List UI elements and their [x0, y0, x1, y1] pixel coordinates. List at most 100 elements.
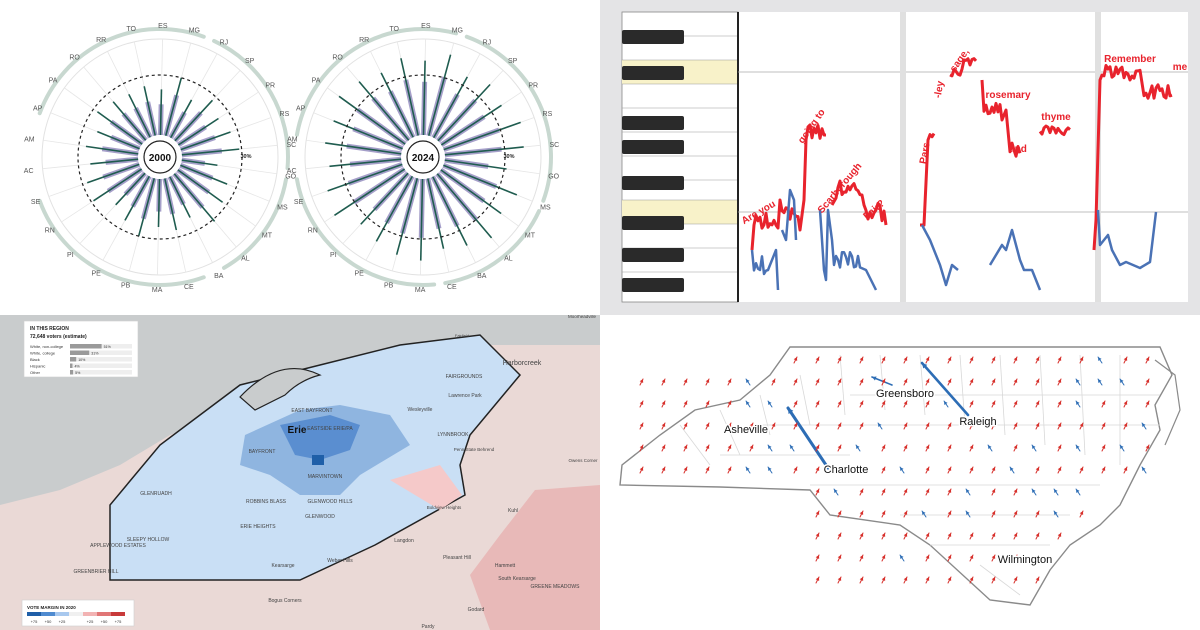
place-label: Weber Hills — [327, 558, 353, 564]
radial-stem-GO — [181, 159, 218, 167]
county-shift-arrow-head — [1035, 533, 1040, 537]
radial-category-label: TO — [126, 26, 136, 33]
county-shift-arrow-head — [837, 423, 842, 427]
county-shift-arrow-head — [1013, 577, 1018, 581]
radial-category-label: PI — [330, 252, 337, 259]
radial-category-label: GO — [285, 174, 296, 181]
place-label: BAYFRONT — [249, 449, 276, 455]
place-label: Bogus Corners — [268, 598, 302, 604]
nc-shift-map: Asheville Charlotte Greensboro Raleigh Wilmi… — [619, 346, 1181, 606]
radial-stem-MG — [427, 54, 452, 136]
county-shift-arrow-head — [1123, 357, 1128, 361]
outer-arc — [222, 177, 289, 270]
county-shift-arrow-head — [771, 379, 776, 383]
radial-category-label: MT — [525, 232, 536, 239]
county-shift-arrow-head — [991, 511, 996, 515]
demographic-pct: 5% — [75, 371, 81, 375]
radial-category-label: MG — [452, 28, 463, 35]
demographic-bar-track — [70, 363, 132, 368]
radial-stem-SC — [181, 148, 240, 156]
radial-stem-AM — [85, 145, 139, 155]
county-shift-arrow-head — [881, 467, 886, 471]
county-shift-arrow-head — [727, 467, 732, 471]
legend-tick: +25 — [87, 619, 95, 624]
county-shift-arrow-head — [1145, 357, 1150, 361]
grid-circle — [41, 38, 279, 276]
county-shift-arrow-head — [900, 555, 904, 559]
radial-stem-MA — [157, 178, 161, 228]
radial-category-label: CE — [447, 284, 457, 291]
county-shift-arrow-head — [1013, 445, 1018, 449]
radial-category-label: RS — [543, 111, 553, 118]
county-shift-arrow-head — [988, 445, 992, 449]
county-shift-arrow-head — [815, 357, 820, 361]
region-info-box: IN THIS REGION 72,648 voters (estimate) Wh… — [23, 320, 139, 378]
radial-stem-AP — [333, 120, 403, 150]
county-shift-arrow-head — [878, 423, 882, 427]
county-shift-arrow-head — [815, 379, 820, 383]
county-shift-arrow-head — [639, 379, 644, 383]
demographic-bar — [70, 344, 102, 349]
county-shift-arrow-head — [1079, 423, 1084, 427]
county-shift-arrow-head — [727, 445, 732, 449]
red-contour-5 — [980, 79, 1022, 158]
county-shift-arrow-head — [925, 423, 930, 427]
demographic-bar-track — [70, 370, 132, 375]
place-label: South Kearsarge — [498, 576, 536, 582]
radial-stem-RJ — [432, 76, 469, 139]
city-label: Greensboro — [876, 388, 934, 400]
county-shift-arrow-head — [1076, 379, 1080, 383]
county-shift-arrow-head — [903, 533, 908, 537]
county-shift-arrow-head — [925, 357, 930, 361]
county-shift-arrow-head — [1101, 467, 1106, 471]
demographic-label: Hispanic — [30, 364, 45, 369]
county-shift-arrow-head — [749, 445, 754, 449]
radial-category-label: PE — [354, 271, 364, 278]
red-contour-7 — [1092, 63, 1173, 251]
county-shift-arrow-head — [947, 489, 952, 493]
radial-stem-BA — [169, 176, 191, 218]
county-shift-arrow-head — [1142, 467, 1146, 471]
county-shift-arrow-head — [815, 577, 820, 581]
demographic-bar-track — [70, 357, 132, 362]
county-shift-arrow-head — [683, 445, 688, 449]
county-shift-arrow-head — [1079, 467, 1084, 471]
county-shift-arrow-head — [705, 379, 710, 383]
radial-stem-GO — [444, 159, 507, 170]
place-label: Pardy — [421, 624, 435, 630]
county-shift-arrow-head — [925, 401, 930, 405]
radial-stem-PE — [375, 175, 414, 242]
county-shift-arrow-head — [837, 357, 842, 361]
place-label: ROBBINS BLASS — [246, 499, 287, 505]
radial-category-label: RN — [45, 228, 55, 235]
reference-label: 30% — [240, 154, 251, 160]
radial-chart-2024: TO ES MG RJ SP PR RS SC GO MS MT AL BA CE MA PB PE PI RN SE… — [287, 23, 560, 294]
radial-stem-AC — [90, 158, 139, 165]
radial-stem-AL — [436, 173, 493, 239]
county-shift-arrow-head — [1057, 357, 1062, 361]
radial-category-label: CE — [184, 284, 194, 291]
radial-stem-MG — [164, 77, 183, 136]
county-shift-arrow-head — [768, 467, 772, 471]
radial-category-label: AL — [504, 256, 513, 263]
county-shift-arrow-head — [903, 357, 908, 361]
radial-category-label: RR — [359, 37, 369, 44]
radial-stem-TO — [143, 86, 156, 136]
black-key — [622, 176, 684, 190]
county-shift-arrow-head — [881, 401, 886, 405]
county-shift-arrow-head — [1035, 401, 1040, 405]
county-shift-arrow-head — [705, 401, 710, 405]
radial-stem-PB — [137, 178, 156, 237]
legend-swatch — [27, 612, 41, 616]
county-shift-arrow-head — [859, 533, 864, 537]
radial-category-label: TO — [389, 26, 399, 33]
radial-category-label: ES — [421, 23, 431, 30]
erie-map-panel: IN THIS REGION 72,648 voters (estimate) Wh… — [0, 315, 600, 630]
county-shift-arrow-head — [969, 401, 974, 405]
county-shift-arrow-head — [1057, 379, 1062, 383]
shift-arrow-raleigh — [920, 361, 970, 417]
legend-title: VOTE MARGIN IN 2020 — [27, 605, 76, 610]
county-shift-arrow-head — [1035, 423, 1040, 427]
legend-swatch — [69, 612, 83, 616]
county-shift-arrow-head — [837, 577, 842, 581]
